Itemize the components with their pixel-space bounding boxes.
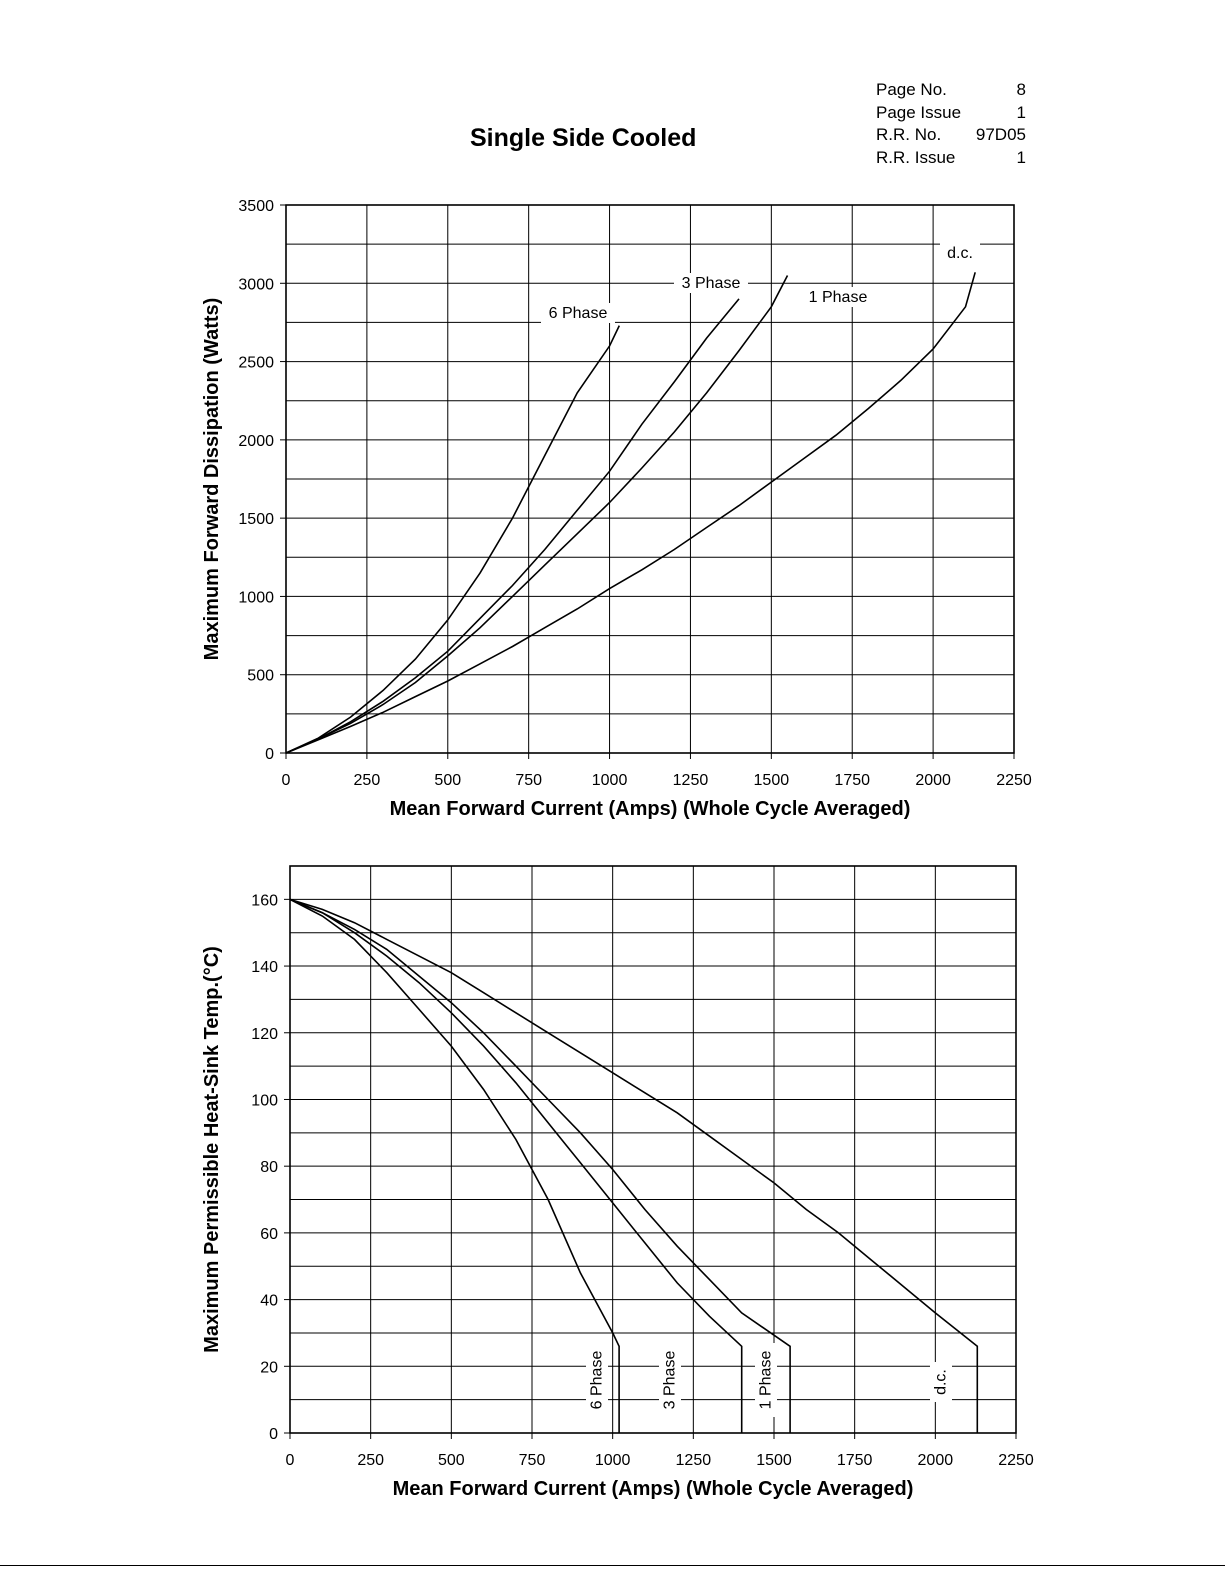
meta-label: Page Issue bbox=[876, 102, 962, 122]
meta-value: 97D05 bbox=[975, 125, 1026, 144]
x-tick-label: 1750 bbox=[837, 1452, 873, 1469]
x-tick-label: 250 bbox=[354, 772, 381, 789]
series-line-1-phase bbox=[285, 275, 789, 754]
x-tick-label: 2000 bbox=[915, 772, 951, 789]
y-tick-label: 500 bbox=[247, 668, 274, 685]
curve-label-6-phase-bg bbox=[586, 1343, 608, 1417]
meta-rr-issue: R.R. Issue 1 bbox=[876, 147, 1026, 170]
meta-label: R.R. No. bbox=[876, 125, 942, 144]
y-tick-label: 60 bbox=[260, 1226, 278, 1243]
series-line-3-phase bbox=[289, 898, 743, 1433]
x-axis-title: Mean Forward Current (Amps) (Whole Cycle… bbox=[393, 1478, 914, 1500]
curve-label-d-c-bg bbox=[930, 1362, 952, 1402]
x-axis-title: Mean Forward Current (Amps) (Whole Cycle… bbox=[390, 798, 911, 820]
x-tick-label: 500 bbox=[434, 772, 461, 789]
curve-label-6-phase: 6 Phase bbox=[589, 1351, 606, 1410]
y-tick-label: 3500 bbox=[238, 198, 274, 215]
x-tick-label: 1250 bbox=[676, 1452, 712, 1469]
x-tick-label: 0 bbox=[282, 772, 291, 789]
meta-value: 8 bbox=[1016, 80, 1026, 99]
y-axis-title: Maximum Permissible Heat-Sink Temp.(°C) bbox=[201, 946, 223, 1353]
page-title: Single Side Cooled bbox=[470, 124, 697, 152]
y-tick-label: 20 bbox=[260, 1359, 278, 1376]
x-tick-label: 2000 bbox=[918, 1452, 954, 1469]
x-tick-label: 2250 bbox=[996, 772, 1032, 789]
curve-label-3-phase: 3 Phase bbox=[682, 275, 741, 292]
curve-label-6-phase: 6 Phase bbox=[549, 305, 608, 322]
x-tick-label: 750 bbox=[519, 1452, 546, 1469]
curve-label-6-phase-bg bbox=[541, 303, 615, 323]
series-line-1-phase bbox=[289, 898, 791, 1433]
x-tick-label: 1250 bbox=[673, 772, 709, 789]
y-tick-label: 0 bbox=[269, 1426, 278, 1443]
series-line-6-phase bbox=[289, 898, 620, 1433]
curve-label-1-phase-bg bbox=[755, 1343, 777, 1417]
x-tick-label: 1750 bbox=[834, 772, 870, 789]
curve-label-1-phase-bg bbox=[801, 287, 875, 307]
x-tick-label: 750 bbox=[515, 772, 542, 789]
y-tick-label: 1000 bbox=[238, 589, 274, 606]
x-tick-label: 1000 bbox=[595, 1452, 631, 1469]
y-tick-label: 80 bbox=[260, 1159, 278, 1176]
curve-label-d-c: d.c. bbox=[947, 245, 973, 262]
series-line-6-phase bbox=[285, 325, 621, 754]
y-tick-label: 100 bbox=[251, 1092, 278, 1109]
meta-value: 1 bbox=[1016, 147, 1026, 167]
curve-label-1-phase: 1 Phase bbox=[809, 289, 868, 306]
x-tick-label: 0 bbox=[286, 1452, 295, 1469]
y-tick-label: 0 bbox=[265, 746, 274, 763]
curve-label-3-phase-bg bbox=[659, 1343, 681, 1417]
series-line-3-phase bbox=[285, 298, 740, 754]
meta-value: 1 bbox=[1016, 102, 1026, 122]
dissipation-chart: 0 250 500 750 1000 1250 1500 1750 2000 2250 0 500 10… bbox=[201, 198, 1032, 820]
y-tick-label: 160 bbox=[251, 892, 278, 909]
y-tick-label: 40 bbox=[260, 1293, 278, 1310]
series-line-d-c bbox=[285, 272, 976, 754]
meta-label: R.R. Issue bbox=[876, 147, 956, 167]
x-tick-label: 1500 bbox=[756, 1452, 792, 1469]
curve-label-d-c: d.c. bbox=[933, 1369, 950, 1395]
document-meta: Page No. 8 Page Issue 1 R.R. No. 97D05 R… bbox=[876, 79, 1026, 169]
x-tick-label: 500 bbox=[438, 1452, 465, 1469]
y-tick-label: 2500 bbox=[238, 355, 274, 372]
y-tick-label: 2000 bbox=[238, 433, 274, 450]
meta-page-no: Page No. 8 bbox=[876, 79, 1026, 102]
curve-label-1-phase: 1 Phase bbox=[758, 1351, 775, 1410]
series-line-d-c bbox=[289, 898, 979, 1433]
x-tick-label: 1500 bbox=[754, 772, 790, 789]
meta-page-issue: Page Issue 1 bbox=[876, 102, 1026, 125]
y-tick-label: 120 bbox=[251, 1026, 278, 1043]
x-tick-label: 250 bbox=[357, 1452, 384, 1469]
x-tick-label: 2250 bbox=[998, 1452, 1034, 1469]
meta-label: Page No. bbox=[876, 80, 947, 99]
page-bottom-rule bbox=[0, 1565, 1225, 1566]
curve-label-3-phase: 3 Phase bbox=[662, 1351, 679, 1410]
y-axis-title: Maximum Forward Dissipation (Watts) bbox=[201, 298, 223, 661]
y-tick-label: 3000 bbox=[238, 276, 274, 293]
plot-frame bbox=[289, 865, 1017, 1434]
meta-rr-no: R.R. No. 97D05 bbox=[876, 124, 1026, 147]
curve-label-3-phase-bg bbox=[674, 273, 748, 293]
curve-label-d-c-bg bbox=[940, 243, 980, 263]
y-tick-label: 140 bbox=[251, 959, 278, 976]
x-tick-label: 1000 bbox=[592, 772, 628, 789]
plot-frame bbox=[285, 204, 1015, 754]
y-tick-label: 1500 bbox=[238, 511, 274, 528]
